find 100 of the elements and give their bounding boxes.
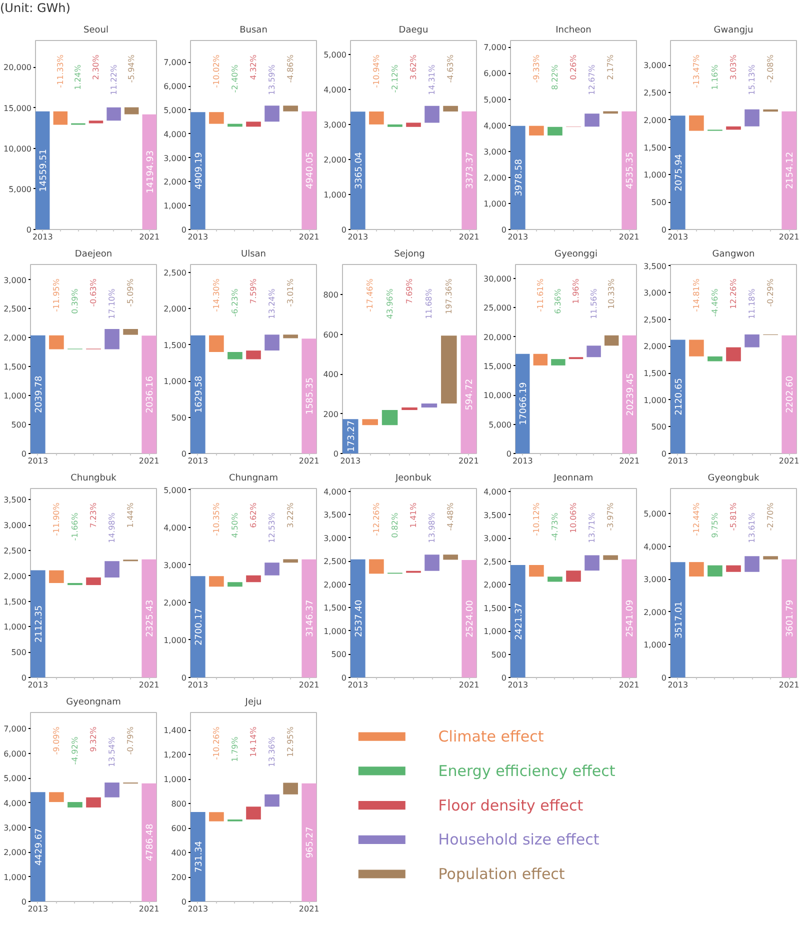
bar <box>551 359 566 366</box>
y-tick-label: 4,000 <box>484 121 507 130</box>
annotation: 10.06% <box>569 502 578 534</box>
annotation: -0.29% <box>766 278 776 307</box>
data-label: 3978.58 <box>514 158 524 196</box>
x-tick-label: 2021 <box>139 232 160 242</box>
y-tick-label: 0 <box>21 898 27 906</box>
annotation: 3.22% <box>286 502 296 528</box>
y-tick-label: 10,000 <box>484 391 512 400</box>
y-tick-label: 5,000 <box>484 95 507 104</box>
annotation: 13.59% <box>268 64 277 96</box>
x-tick-label: 2021 <box>138 904 160 914</box>
annotation: -2.12% <box>390 64 400 93</box>
bar <box>283 559 298 563</box>
y-tick-label: 3,000 <box>644 61 667 70</box>
y-tick-label: 500 <box>331 650 347 660</box>
y-tick-label: 1,000 <box>324 626 347 636</box>
chart-title: Gyeonggi <box>554 250 598 260</box>
data-label: 20239.45 <box>626 372 636 416</box>
y-tick-label: 1,000 <box>484 627 507 636</box>
bar <box>142 559 156 678</box>
bar <box>104 782 120 798</box>
y-tick-label: 0 <box>661 226 667 234</box>
bar <box>228 352 242 360</box>
y-tick-label: 400 <box>323 370 339 380</box>
y-tick-label: 1,000 <box>644 170 667 180</box>
x-tick-label: 2021 <box>458 456 479 466</box>
bar <box>744 109 760 126</box>
bar <box>369 111 384 124</box>
y-tick-label: 2,500 <box>164 268 187 278</box>
y-tick-label: 500 <box>651 198 667 208</box>
data-label: 2421.37 <box>514 602 524 640</box>
y-tick-label: 500 <box>11 648 27 658</box>
y-tick-label: 25,000 <box>484 304 512 313</box>
bar <box>142 114 156 230</box>
y-tick-label: 4,000 <box>644 542 667 552</box>
annotation: 2.30% <box>92 54 100 80</box>
annotation: 13.98% <box>428 512 437 544</box>
bar <box>622 559 636 678</box>
bar <box>302 559 316 678</box>
x-tick-label: 2021 <box>138 456 160 466</box>
bar <box>190 335 206 454</box>
bar <box>209 576 224 587</box>
bar <box>302 338 316 454</box>
y-tick-label: 800 <box>171 800 187 809</box>
category-label: Floor density effect <box>438 796 584 814</box>
bar <box>603 555 618 560</box>
data-label: 3601.79 <box>786 600 796 638</box>
bar <box>142 783 156 902</box>
y-tick-label: 0 <box>341 674 347 682</box>
bar <box>209 112 224 124</box>
y-tick-label: 5,000 <box>164 106 187 115</box>
annotation: -11.90% <box>52 502 61 536</box>
y-tick-label: 2,500 <box>4 304 27 314</box>
y-tick-label: 2,000 <box>164 598 187 608</box>
y-tick-label: 0 <box>181 898 187 906</box>
bar <box>533 354 548 366</box>
y-tick-label: 3,000 <box>324 534 347 543</box>
bar <box>190 112 206 230</box>
annotation: -11.95% <box>52 278 61 312</box>
chart-title: Daegu <box>398 26 428 36</box>
chart-title: Daejeon <box>74 250 112 260</box>
annotation: -10.26% <box>212 726 221 760</box>
annotation: 13.61% <box>748 512 757 544</box>
annotation: 12.95% <box>286 726 296 758</box>
y-tick-label: 1,500 <box>4 597 27 606</box>
y-tick-label: 3,000 <box>4 521 27 530</box>
y-tick-label: 7,000 <box>4 724 27 734</box>
y-tick-label: 2,000 <box>4 848 27 858</box>
category-label: Household size effect <box>438 830 600 849</box>
y-tick-label: 2,000 <box>324 580 347 590</box>
chart-title: Busan <box>240 26 268 36</box>
chart-title: Gyeongbuk <box>708 474 760 484</box>
data-label: 17066.19 <box>519 382 530 426</box>
y-tick-label: 5,000 <box>4 774 27 784</box>
y-tick-label: 2,000 <box>164 304 187 314</box>
chart-title: Gwangju <box>714 26 754 36</box>
annotation: -5.94% <box>127 54 136 83</box>
data-label: 731.34 <box>194 840 204 872</box>
data-label: 3517.01 <box>674 601 684 638</box>
x-tick-label: 2013 <box>188 232 208 242</box>
y-tick-label: 0 <box>341 226 347 234</box>
bar <box>30 335 46 454</box>
y-tick-label: 2,500 <box>644 315 667 324</box>
bar <box>424 106 440 123</box>
data-label: 2700.17 <box>194 608 204 646</box>
bar <box>283 334 298 338</box>
y-tick-label: 2,500 <box>484 557 507 566</box>
bar <box>402 407 418 410</box>
bar <box>510 126 526 230</box>
bar <box>529 565 544 577</box>
chart-title: Sejong <box>394 250 425 260</box>
y-tick-label: 1,400 <box>164 726 187 736</box>
y-tick-label: 4,000 <box>4 798 27 808</box>
bar <box>726 565 741 572</box>
y-tick-label: 1,500 <box>324 604 347 613</box>
x-tick-label: 2013 <box>508 680 528 690</box>
y-tick-label: 4,000 <box>324 487 347 496</box>
bar <box>53 111 68 125</box>
bar <box>744 556 760 572</box>
